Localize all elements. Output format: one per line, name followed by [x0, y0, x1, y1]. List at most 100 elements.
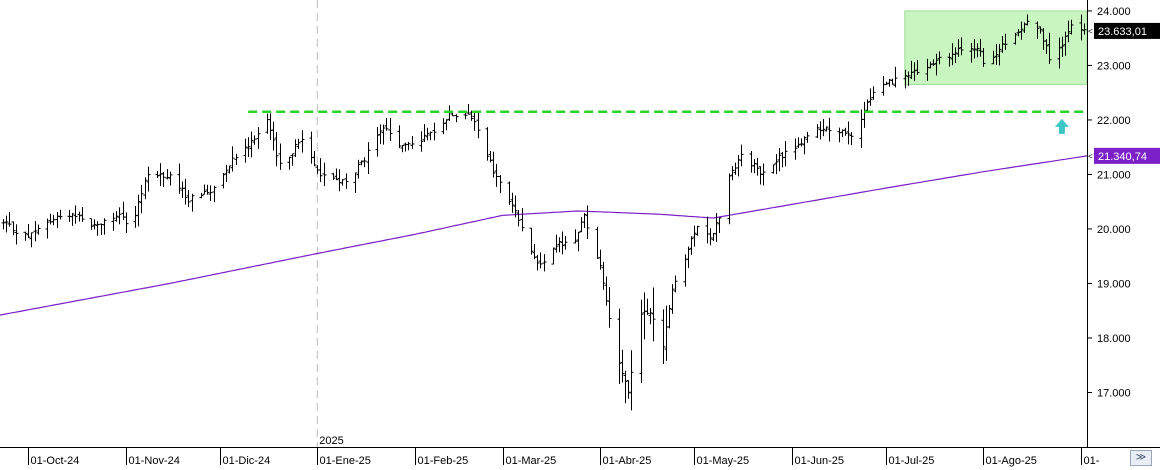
ohlc-bar: [871, 86, 876, 100]
ohlc-bar: [1082, 23, 1087, 35]
ohlc-bar: [994, 43, 999, 65]
ohlc-bar: [928, 61, 933, 69]
ohlc-bar: [651, 287, 656, 342]
ohlc-bar: [626, 380, 631, 399]
ohlc-bar: [576, 231, 581, 252]
ohlc-bar: [969, 42, 974, 63]
ohlc-bar: [739, 144, 744, 167]
x-tick-label: 01-Abr-25: [603, 455, 652, 467]
ohlc-bar: [692, 225, 697, 247]
y-tick-label: 18.000: [1097, 333, 1131, 345]
ohlc-bar: [884, 81, 889, 86]
y-tick-label: 17.000: [1097, 387, 1131, 399]
ohlc-bar: [1069, 19, 1074, 35]
ohlc-bar: [466, 104, 471, 115]
ohlc-bar: [45, 218, 50, 239]
ohlc-bar: [799, 138, 804, 147]
ohlc-bar: [821, 118, 826, 137]
x-tick-label: 01-Ago-25: [986, 455, 1037, 467]
ohlc-bar: [956, 39, 961, 57]
ohlc-bar: [366, 142, 371, 174]
ohlc-bar: [29, 232, 34, 248]
ohlc-bar: [906, 71, 911, 86]
ohlc-bar: [419, 131, 424, 152]
ohlc-bar: [485, 127, 490, 161]
ohlc-bar: [344, 173, 349, 189]
ohlc-bar: [444, 119, 449, 131]
ohlc-bar: [227, 165, 232, 174]
ohlc-bar: [991, 50, 996, 65]
x-tick-label: 01-Dic-24: [223, 455, 271, 467]
ohlc-bar: [1025, 14, 1030, 26]
ohlc-bar: [673, 275, 678, 293]
x-tick-label: 01-May-25: [697, 455, 750, 467]
year-label: 2025: [319, 435, 343, 447]
ohlc-bar: [26, 223, 31, 238]
ohlc-bar: [441, 118, 446, 135]
ohlc-bar: [1022, 22, 1027, 33]
ohlc-bar: [708, 228, 713, 246]
ohlc-bar: [1038, 26, 1043, 34]
ohlc-bar: [887, 79, 892, 87]
ohlc-bar: [212, 185, 217, 203]
ohlc-bar: [629, 350, 634, 411]
x-tick-label: 01-Nov-24: [129, 455, 180, 467]
ohlc-bar: [774, 154, 779, 175]
ohlc-bar: [230, 146, 235, 172]
ohlc-bar: [249, 131, 254, 158]
ohlc-bar: [903, 69, 908, 89]
ohlc-bar: [953, 47, 958, 64]
ohlc-bar: [805, 131, 810, 143]
scroll-right-button[interactable]: ≫: [1130, 450, 1152, 466]
ohlc-bar: [959, 37, 964, 56]
ohlc-bar: [95, 221, 100, 236]
sma-layer: [0, 155, 1088, 316]
ohlc-bar: [102, 218, 107, 235]
ohlc-bar: [463, 113, 468, 120]
ohlc-bar: [186, 190, 191, 208]
ohlc-bar: [868, 88, 873, 106]
ohlc-bar: [378, 124, 383, 145]
ohlc-bar: [931, 59, 936, 66]
ohlc-bar: [375, 126, 380, 157]
ohlc-bar: [761, 163, 766, 186]
ohlc-bar: [428, 131, 433, 141]
sma-value-badge-background: [1094, 147, 1160, 164]
ohlc-bar: [865, 99, 870, 112]
ohlc-bar: [793, 138, 798, 160]
sma-value-badge: 21.340,74 <: [1088, 147, 1160, 164]
ohlc-bar: [557, 237, 562, 253]
ohlc-bar: [507, 181, 512, 205]
ohlc-bar: [168, 171, 173, 186]
ohlc-bar: [934, 53, 939, 76]
ohlc-bar: [937, 51, 942, 65]
ohlc-bar: [498, 174, 503, 194]
ohlc-bar: [340, 179, 345, 186]
ohlc-bar: [730, 166, 735, 181]
ohlc-bar: [529, 227, 534, 255]
ohlc-bar: [146, 166, 151, 192]
highlight-box-layer: [904, 10, 1088, 85]
highlight-box: [904, 10, 1088, 85]
ohlc-bar: [642, 292, 647, 340]
y-tick-label: 24.000: [1097, 6, 1131, 18]
ohlc-bar: [1000, 36, 1005, 53]
ohlc-bar: [300, 130, 305, 153]
ohlc-bar: [290, 153, 295, 166]
ohlc-bar: [815, 124, 820, 139]
ohlc-bar: [278, 143, 283, 170]
last-price-badge: 23.633,01 <: [1088, 22, 1160, 39]
ohlc-bar: [58, 209, 63, 220]
ohlc-bar: [155, 171, 160, 179]
ohlc-bar: [639, 299, 644, 383]
ohlc-bar: [796, 137, 801, 149]
x-tick-label: 01-: [1084, 455, 1100, 467]
x-tick-label: 01-Jun-25: [795, 455, 845, 467]
ohlc-bar: [143, 177, 148, 200]
ohlc-bar: [183, 178, 188, 205]
ohlc-bar: [356, 159, 361, 179]
ohlc-bar: [454, 114, 459, 123]
ohlc-bar: [513, 195, 518, 218]
ohlc-bar: [268, 113, 273, 140]
ohlc-bar: [476, 112, 481, 139]
